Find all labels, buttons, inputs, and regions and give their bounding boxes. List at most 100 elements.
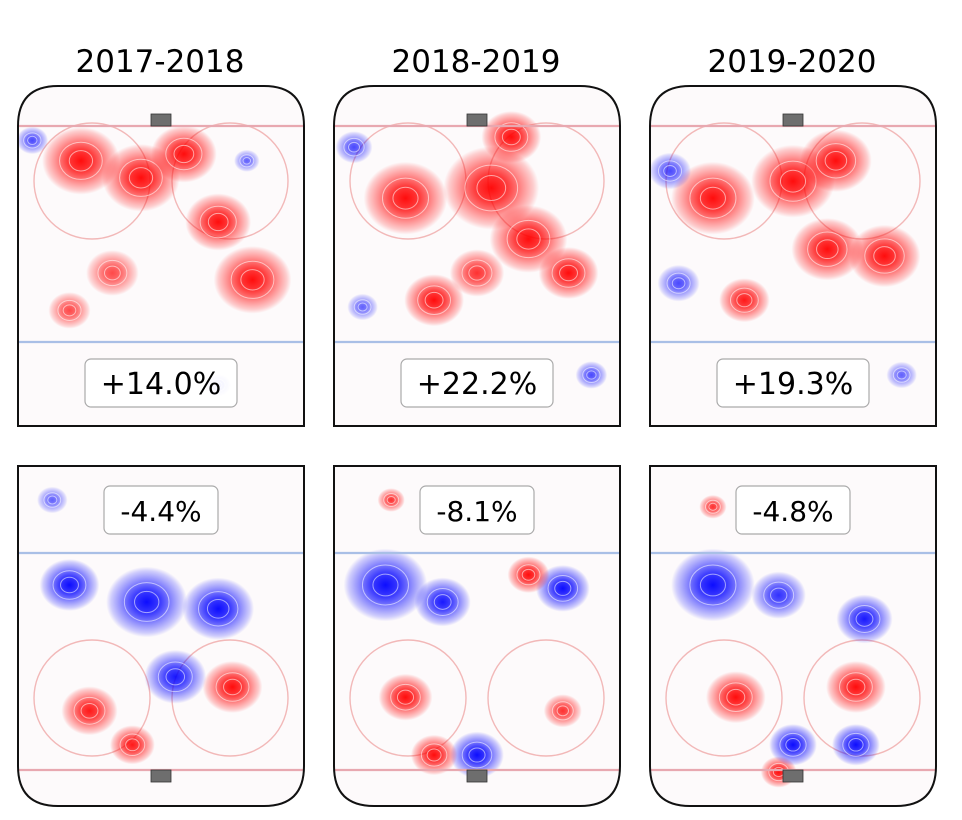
contour-line — [815, 143, 857, 179]
percent-label-box: +22.2% — [400, 358, 554, 408]
goal-net — [466, 769, 488, 783]
contour-line — [52, 570, 87, 600]
positive-density-blob — [86, 250, 139, 296]
contour-line — [779, 732, 807, 757]
contour-line — [848, 738, 864, 752]
percent-label-background — [735, 485, 851, 535]
contour-line — [68, 150, 94, 172]
contour-line — [699, 186, 726, 210]
contour-line — [586, 370, 597, 380]
contour-line — [417, 285, 452, 316]
contour-line — [80, 702, 99, 719]
positive-density-blob — [791, 218, 864, 281]
percent-label-background — [84, 358, 238, 408]
negative-density-blob — [671, 548, 755, 622]
contour-line — [165, 137, 203, 171]
negative-density-blob — [769, 724, 817, 766]
contour-line — [392, 186, 419, 210]
contour-line — [547, 575, 579, 602]
rink-panel-upper-2018-2019: +22.2% — [333, 85, 621, 427]
positive-density-blob — [378, 673, 433, 721]
contour-line — [207, 212, 229, 232]
contour-line — [807, 231, 848, 267]
negative-density-blob — [343, 548, 428, 622]
contour-line — [842, 732, 870, 757]
negative-density-blob — [106, 566, 188, 638]
negative-density-blob — [450, 731, 504, 779]
contour-line — [468, 265, 486, 281]
percent-label: -4.8% — [752, 495, 833, 528]
negative-density-blob — [18, 126, 49, 155]
contour-line — [476, 175, 507, 201]
faceoff-circle-left — [33, 639, 151, 757]
rink-panel-upper-2017-2018: +14.0% — [17, 85, 305, 427]
goal-net — [150, 769, 172, 783]
contour-line — [173, 144, 195, 164]
rink-border — [333, 85, 621, 427]
percent-label-background — [400, 358, 554, 408]
contour-line — [708, 502, 718, 511]
contour-line — [516, 228, 541, 250]
contour-line — [426, 588, 459, 616]
contour-line — [896, 370, 907, 380]
contour-line — [343, 137, 365, 157]
negative-density-blob — [836, 594, 893, 644]
percent-label-background — [716, 358, 870, 408]
contour-line — [426, 748, 442, 762]
contour-line — [848, 605, 881, 633]
contour-line — [134, 590, 160, 614]
contour-line — [873, 246, 896, 266]
goal-net — [466, 113, 488, 127]
negative-density-blob — [657, 264, 700, 302]
positive-density-blob — [185, 193, 252, 251]
percent-label: +22.2% — [417, 367, 537, 402]
rink-border — [17, 85, 305, 427]
percent-label-box: -4.4% — [103, 485, 219, 535]
contour-line — [506, 219, 551, 259]
percent-label: -8.1% — [436, 495, 517, 528]
contour-line — [347, 141, 361, 153]
contour-line — [671, 277, 686, 290]
percent-label: +19.3% — [733, 367, 853, 402]
contour-line — [521, 568, 536, 581]
positive-density-blob — [671, 161, 755, 235]
contour-line — [223, 678, 242, 696]
contour-line — [689, 564, 737, 606]
negative-density-blob — [575, 361, 608, 389]
contour-line — [23, 132, 42, 149]
positive-density-blob — [699, 494, 727, 519]
percent-label-background — [103, 485, 219, 535]
negative-density-blob — [347, 293, 378, 321]
contour-line — [242, 156, 252, 165]
positive-density-blob — [449, 249, 505, 297]
contour-line — [468, 747, 486, 763]
contour-line — [372, 573, 399, 597]
positive-density-blob — [826, 661, 886, 713]
contour-line — [27, 135, 38, 146]
contour-line — [197, 591, 239, 627]
positive-density-blob — [800, 129, 872, 192]
contour-line — [666, 272, 691, 294]
contour-line — [551, 258, 586, 288]
contour-line — [123, 582, 170, 622]
goal-net — [782, 769, 804, 783]
contour-line — [390, 683, 421, 711]
percent-label-box: +14.0% — [84, 358, 238, 408]
negative-density-blob — [414, 577, 471, 627]
contour-line — [353, 299, 372, 315]
contour-line — [729, 287, 759, 313]
rink-border — [333, 465, 621, 807]
rink-border — [649, 465, 937, 807]
positive-density-blob — [109, 725, 155, 765]
season-title-2019: 2019-2020 — [708, 44, 877, 80]
percent-label-box: +19.3% — [716, 358, 870, 408]
positive-density-blob — [481, 111, 542, 163]
contour-line — [864, 238, 905, 274]
contour-line — [770, 587, 788, 603]
contour-line — [43, 492, 62, 508]
contour-line — [97, 259, 128, 287]
negative-density-blob — [751, 571, 806, 619]
season-titles: 2017-2018 2018-2019 2019-2020 — [76, 44, 877, 80]
contour-line — [461, 259, 493, 287]
faceoff-circle-left — [665, 639, 783, 757]
